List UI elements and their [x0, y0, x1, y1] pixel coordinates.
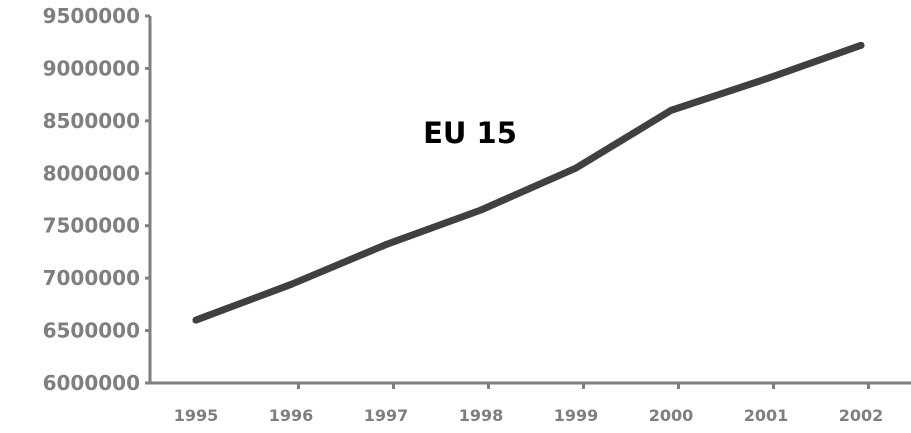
x-tick-label: 1998 — [459, 406, 504, 425]
y-tick-label: 6000000 — [43, 371, 140, 395]
data-point — [572, 164, 580, 172]
x-tick-label: 2002 — [839, 406, 884, 425]
y-tick-label: 7500000 — [43, 214, 140, 238]
series-group — [192, 41, 865, 324]
x-tick-label: 1999 — [554, 406, 599, 425]
y-tick-label: 7000000 — [43, 266, 140, 290]
data-point — [762, 75, 770, 83]
y-tick-label: 6500000 — [43, 319, 140, 343]
data-point — [192, 316, 200, 324]
y-tick-label: 9000000 — [43, 56, 140, 80]
x-tick-label: 1996 — [269, 406, 314, 425]
y-axis: 6000000 6500000 7000000 7500000 8000000 85000… — [43, 4, 152, 395]
x-tick-label: 2000 — [649, 406, 694, 425]
data-point — [477, 206, 485, 214]
x-tick-label: 2001 — [744, 406, 789, 425]
chart-title: EU 15 — [423, 116, 517, 150]
x-tick-label: 1997 — [364, 406, 409, 425]
series-line — [192, 41, 865, 324]
y-tick-label: 8000000 — [43, 161, 140, 185]
y-tick-label: 9500000 — [43, 4, 140, 28]
data-point — [667, 106, 675, 114]
y-tick-label: 8500000 — [43, 109, 140, 133]
data-point — [857, 41, 865, 49]
data-point — [382, 241, 390, 249]
data-point — [287, 280, 295, 288]
x-axis: 1995 1996 1997 1998 1999 2000 2001 2002 — [150, 381, 911, 425]
x-tick-label: 1995 — [174, 406, 219, 425]
